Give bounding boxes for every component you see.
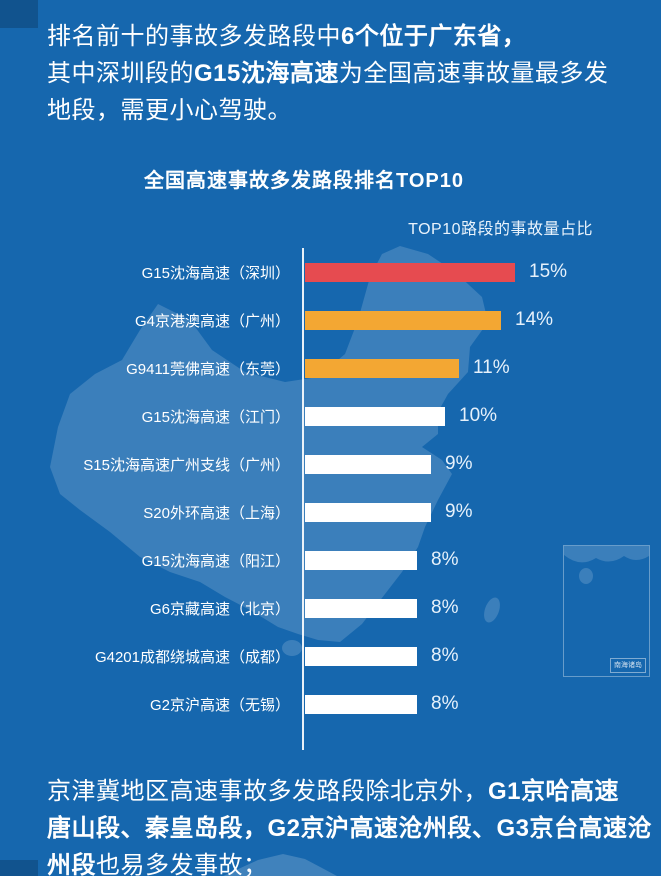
bar-label: G15沈海高速（阳江）	[141, 552, 290, 570]
intro-line-3: 地段，需更小心驾驶。	[47, 92, 608, 129]
bar-row: G2京沪高速（无锡） 8%	[0, 680, 661, 728]
bar-value: 9%	[445, 501, 473, 522]
outro-line2-bold: 唐山段、秦皇岛段，G2京沪高速沧州段、G3京台高速沧	[47, 815, 653, 842]
bar	[305, 598, 417, 618]
china-map-silhouette	[50, 246, 500, 656]
intro-line2-pre: 其中深圳段的	[47, 60, 194, 87]
bar-value: 14%	[515, 309, 554, 330]
corner-shade-bottom-left	[0, 860, 38, 876]
bar	[305, 454, 431, 474]
bar-value: 15%	[529, 261, 568, 282]
bar-label: G4京港澳高速（广州）	[134, 312, 290, 330]
chart-subtitle: TOP10路段的事故量占比	[408, 221, 593, 238]
bar-label: G15沈海高速（深圳）	[141, 264, 290, 282]
bar-label: G15沈海高速（江门）	[141, 408, 290, 426]
bar	[305, 262, 515, 282]
outro-line-3: 州段也易多发事故；	[47, 847, 652, 876]
bar-chart: G15沈海高速（深圳） 15% G4京港澳高速（广州） 14% G9411莞佛高…	[0, 240, 661, 750]
axis-line	[302, 248, 304, 750]
outro-line-2: 唐山段、秦皇岛段，G2京沪高速沧州段、G3京台高速沧	[47, 810, 652, 847]
inset-coast-shape	[564, 546, 649, 584]
intro-line-2: 其中深圳段的G15沈海高速为全国高速事故量最多发	[47, 55, 608, 92]
outro-line3-bold: 州段	[47, 852, 96, 876]
bar-value: 8%	[431, 693, 459, 714]
intro-line2-post: 为全国高速事故量最多发	[338, 60, 609, 87]
bar-row: S20外环高速（上海） 9%	[0, 488, 661, 536]
bar-row: G6京藏高速（北京） 8%	[0, 584, 661, 632]
bar	[305, 310, 501, 330]
bar-value: 8%	[431, 645, 459, 666]
bar-row: G15沈海高速（深圳） 15%	[0, 248, 661, 296]
bar-label: G6京藏高速（北京）	[149, 600, 290, 618]
hainan-island-shape	[282, 640, 302, 656]
bar-label: G2京沪高速（无锡）	[149, 696, 290, 714]
outro-line-1: 京津冀地区高速事故多发路段除北京外，G1京哈高速	[47, 773, 652, 810]
bar	[305, 694, 417, 714]
bar	[305, 358, 459, 378]
intro-line1-normal: 排名前十的事故多发路段中	[47, 23, 341, 50]
intro-line3-text: 地段，需更小心驾驶。	[47, 97, 292, 124]
bar-row: G15沈海高速（江门） 10%	[0, 392, 661, 440]
bar-label: G4201成都绕城高速（成都）	[94, 648, 290, 666]
bar-row: S15沈海高速广州支线（广州） 9%	[0, 440, 661, 488]
bar-row: G15沈海高速（阳江） 8%	[0, 536, 661, 584]
south-china-sea-inset: 南海诸岛	[563, 545, 650, 677]
bar-value: 9%	[445, 453, 473, 474]
bar-row: G4京港澳高速（广州） 14%	[0, 296, 661, 344]
bar-value: 10%	[459, 405, 498, 426]
bar-rows: G15沈海高速（深圳） 15% G4京港澳高速（广州） 14% G9411莞佛高…	[0, 240, 661, 728]
bar	[305, 406, 445, 426]
intro-line1-bold: 6个位于广东省，	[341, 23, 527, 50]
outro-text: 京津冀地区高速事故多发路段除北京外，G1京哈高速 唐山段、秦皇岛段，G2京沪高速…	[47, 773, 652, 876]
bar-label: G9411莞佛高速（东莞）	[126, 360, 290, 378]
bar	[305, 646, 417, 666]
bar-value: 11%	[473, 357, 510, 378]
intro-line-1: 排名前十的事故多发路段中6个位于广东省，	[47, 18, 608, 55]
outro-line1-normal: 京津冀地区高速事故多发路段除北京外，	[47, 778, 488, 805]
bar-value: 8%	[431, 549, 459, 570]
bar-label: S15沈海高速广州支线（广州）	[83, 456, 290, 474]
intro-line2-bold: G15沈海高速	[194, 60, 339, 87]
intro-text: 排名前十的事故多发路段中6个位于广东省， 其中深圳段的G15沈海高速为全国高速事…	[47, 18, 608, 129]
outro-line3-normal: 也易多发事故；	[96, 852, 268, 876]
bar-value: 8%	[431, 597, 459, 618]
outro-line1-bold: G1京哈高速	[488, 778, 620, 805]
inset-label: 南海诸岛	[610, 658, 646, 673]
chart-title: 全国高速事故多发路段排名TOP10	[144, 170, 464, 192]
bar	[305, 550, 417, 570]
bar-row: G4201成都绕城高速（成都） 8%	[0, 632, 661, 680]
taiwan-island-shape	[484, 597, 500, 623]
bar-label: S20外环高速（上海）	[143, 504, 290, 522]
corner-shade-top-left	[0, 0, 38, 28]
bar-row: G9411莞佛高速（东莞） 11%	[0, 344, 661, 392]
bottom-peek-shape	[223, 854, 337, 876]
bar	[305, 502, 431, 522]
